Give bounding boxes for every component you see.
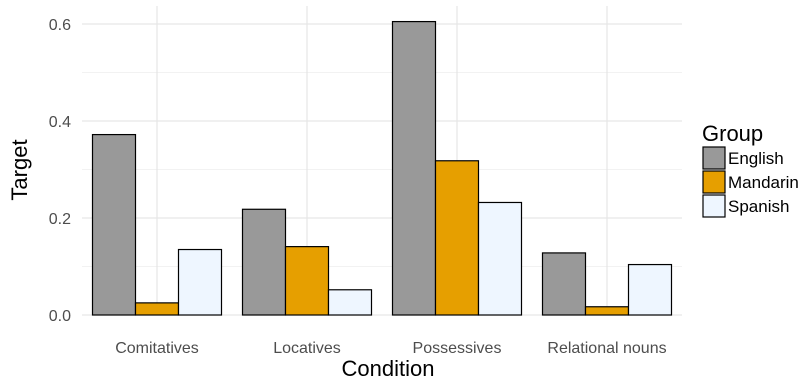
bar-english-2 xyxy=(391,20,437,316)
bar-mandarin-0 xyxy=(134,302,180,316)
bar-spanish-1 xyxy=(327,289,373,316)
legend-title: Group xyxy=(702,121,763,146)
bar-spanish-0 xyxy=(177,248,223,316)
legend-label-spanish: Spanish xyxy=(728,197,789,216)
y-tick-label: 0.2 xyxy=(49,211,71,228)
y-axis-title: Target xyxy=(7,139,32,200)
legend-items: English Mandarin Spanish xyxy=(702,146,799,218)
bar-english-0 xyxy=(91,133,137,316)
axis-layer: 0.0 0.2 0.4 0.6 Comitatives Locatives Possessi… xyxy=(49,17,667,357)
bar-mandarin-3 xyxy=(584,306,630,316)
x-axis-title: Condition xyxy=(342,356,435,381)
bar-spanish-3 xyxy=(627,263,673,316)
legend: Group English Mandarin Spanish xyxy=(702,121,799,218)
y-tick-label: 0.4 xyxy=(49,114,71,131)
y-tick-label: 0.0 xyxy=(49,308,71,325)
x-tick-label: Possessives xyxy=(413,340,502,357)
legend-swatch-spanish xyxy=(702,194,726,218)
y-tick-label: 0.6 xyxy=(49,17,71,34)
legend-label-mandarin: Mandarin xyxy=(728,173,799,192)
bar-english-3 xyxy=(541,252,587,316)
bar-spanish-2 xyxy=(477,201,523,316)
legend-swatch-english xyxy=(702,146,726,170)
bar-mandarin-2 xyxy=(434,160,480,316)
bar-mandarin-1 xyxy=(284,246,330,316)
bar-english-1 xyxy=(241,208,287,316)
x-tick-label: Relational nouns xyxy=(547,340,666,357)
bar-layer xyxy=(91,20,673,316)
x-tick-label: Locatives xyxy=(273,340,341,357)
grid-layer xyxy=(82,6,682,316)
x-tick-label: Comitatives xyxy=(115,340,199,357)
legend-label-english: English xyxy=(728,149,784,168)
legend-swatch-mandarin xyxy=(702,170,726,194)
